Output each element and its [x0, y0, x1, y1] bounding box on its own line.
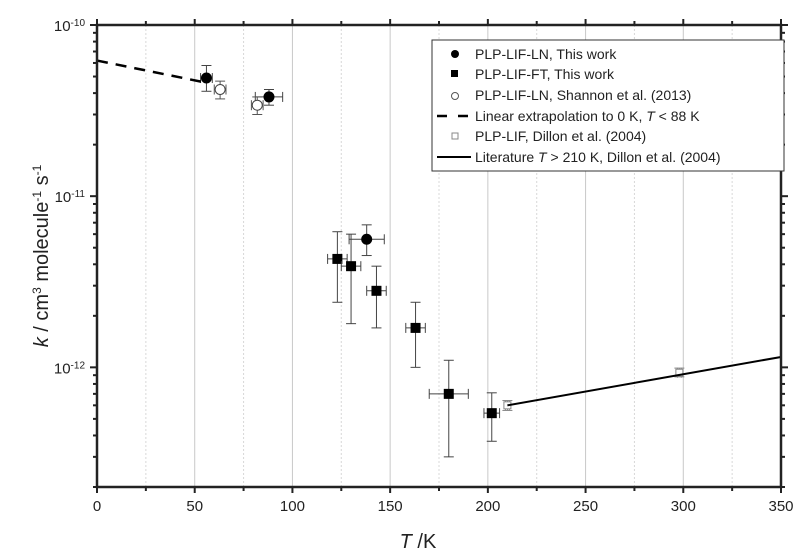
x-tick-label: 150	[378, 498, 403, 515]
data-point	[405, 301, 426, 368]
data-point	[340, 233, 362, 325]
data-point	[200, 64, 213, 92]
x-tick-label: 50	[186, 498, 203, 515]
x-tick-label: 0	[93, 498, 101, 515]
x-tick-label: 250	[573, 498, 598, 515]
extrapolation-line	[96, 59, 207, 84]
x-tick-label: 300	[671, 498, 696, 515]
axes: 0 50 100 150 200 250 300 350 10-10 10-11 10-12	[54, 18, 794, 516]
data-point	[250, 96, 264, 116]
y-tick-label: 10-10	[54, 18, 86, 36]
legend-filled-square-icon	[451, 70, 458, 77]
data-point	[213, 80, 227, 100]
x-tick-label: 350	[768, 498, 793, 515]
data-point	[428, 359, 469, 458]
y-tick-label: 10-12	[54, 360, 86, 378]
data-point	[348, 224, 385, 257]
data-point	[483, 392, 501, 442]
legend-filled-circle-icon	[451, 50, 459, 58]
literature-fit-line	[507, 355, 782, 407]
x-tick-label: 200	[475, 498, 500, 515]
y-axis-title: k / cm3 molecule-1 s-1	[30, 164, 53, 347]
data-point	[366, 265, 387, 329]
x-tick-label: 100	[280, 498, 305, 515]
legend-label-extrapolation: Linear extrapolation to 0 K, T < 88 K	[475, 108, 700, 124]
legend-open-square-icon	[451, 132, 459, 140]
legend-open-circle-icon	[451, 92, 459, 100]
legend-label-lif-ft: PLP-LIF-FT, This work	[475, 66, 615, 82]
data-series	[96, 59, 782, 458]
legend-label-shannon: PLP-LIF-LN, Shannon et al. (2013)	[475, 87, 691, 103]
legend-label-lif-ln: PLP-LIF-LN, This work	[475, 46, 617, 62]
x-axis-title: T /K	[400, 531, 437, 553]
legend-label-dillon-points: PLP-LIF, Dillon et al. (2004)	[475, 128, 646, 144]
data-point	[327, 231, 348, 303]
y-tick-label: 10-11	[55, 189, 86, 207]
legend-label-dillon-literature: Literature T > 210 K, Dillon et al. (200…	[475, 149, 721, 165]
legend: PLP-LIF-LN, This work PLP-LIF-FT, This w…	[431, 39, 785, 172]
